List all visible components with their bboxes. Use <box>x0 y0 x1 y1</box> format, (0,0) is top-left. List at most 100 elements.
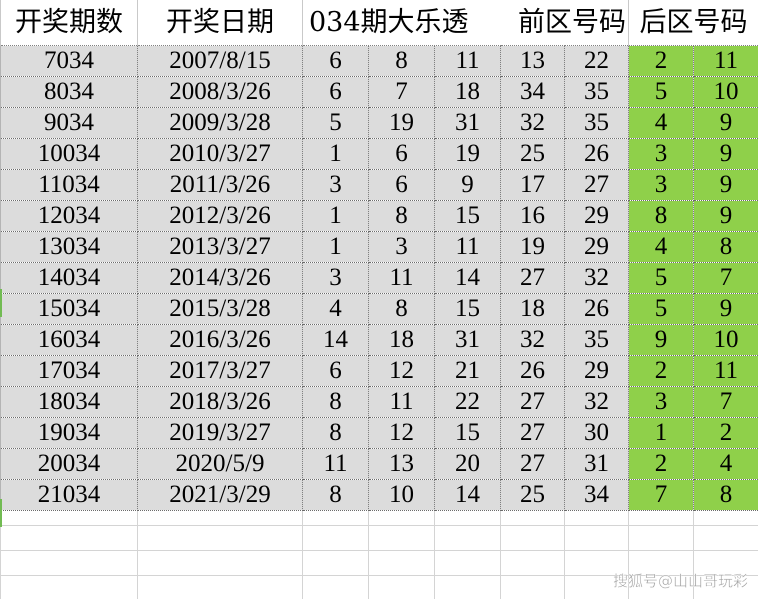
cell-back-number: 9 <box>628 324 695 356</box>
cell-front-number: 20 <box>434 448 502 480</box>
table-row: 19034 2019/3/27 8 12 15 27 30 1 2 <box>0 417 758 449</box>
cell-front-number: 14 <box>434 479 502 511</box>
cell-front-number: 31 <box>434 324 502 356</box>
cell-front-number: 8 <box>302 417 369 449</box>
table-row: 18034 2018/3/26 8 11 22 27 32 3 7 <box>0 386 758 418</box>
cell-front-number: 6 <box>368 169 435 201</box>
watermark-text: 搜狐号@山山哥玩彩 <box>612 572 748 590</box>
cell-front-number: 14 <box>434 262 502 294</box>
cell-back-number: 3 <box>628 169 695 201</box>
cell-period: 7034 <box>0 45 138 77</box>
header-period: 开奖期数 <box>0 0 138 46</box>
cell-front-number: 22 <box>434 386 502 418</box>
cell-front-number: 34 <box>500 76 566 108</box>
cell-date: 2010/3/27 <box>137 138 303 170</box>
cell-front-number: 9 <box>434 169 502 201</box>
cell-front-number: 26 <box>564 138 630 170</box>
cell-back-number: 4 <box>628 231 695 263</box>
cell-front-number: 18 <box>500 293 566 325</box>
table-row: 15034 2015/3/28 4 8 15 18 26 5 9 <box>0 293 758 325</box>
cell-front-number: 8 <box>368 200 435 232</box>
cell-front-number: 3 <box>302 169 369 201</box>
cell-back-number: 9 <box>693 107 758 139</box>
cell-front-number: 11 <box>368 386 435 418</box>
cell-front-number: 6 <box>302 355 369 387</box>
table-row: 7034 2007/8/15 6 8 11 13 22 2 11 <box>0 45 758 77</box>
cell-front-number: 12 <box>368 355 435 387</box>
cell-front-number: 27 <box>500 386 566 418</box>
cell-period: 20034 <box>0 448 138 480</box>
cell-front-number: 27 <box>564 169 630 201</box>
cell-front-number: 8 <box>368 45 435 77</box>
header-lotto-title: 034期大乐透 <box>302 0 501 46</box>
cell-front-number: 35 <box>564 76 630 108</box>
cell-period: 17034 <box>0 355 138 387</box>
cell-period: 12034 <box>0 200 138 232</box>
cell-front-number: 29 <box>564 355 630 387</box>
cell-date: 2007/8/15 <box>137 45 303 77</box>
table-row: 16034 2016/3/26 14 18 31 32 35 9 10 <box>0 324 758 356</box>
cell-front-number: 8 <box>368 293 435 325</box>
header-front-zone: 前区号码 <box>500 0 630 46</box>
cell-front-number: 11 <box>434 45 502 77</box>
cell-front-number: 1 <box>302 200 369 232</box>
cell-period: 10034 <box>0 138 138 170</box>
cell-date: 2008/3/26 <box>137 76 303 108</box>
cell-front-number: 1 <box>302 138 369 170</box>
cell-front-number: 8 <box>302 479 369 511</box>
cell-front-number: 29 <box>564 200 630 232</box>
table-row: 21034 2021/3/29 8 10 14 25 34 7 8 <box>0 479 758 511</box>
cell-front-number: 21 <box>434 355 502 387</box>
cell-front-number: 14 <box>302 324 369 356</box>
cell-period: 8034 <box>0 76 138 108</box>
cell-date: 2018/3/26 <box>137 386 303 418</box>
table-row: 13034 2013/3/27 1 3 11 19 29 4 8 <box>0 231 758 263</box>
cell-front-number: 25 <box>500 479 566 511</box>
cell-back-number: 4 <box>628 107 695 139</box>
cell-front-number: 12 <box>368 417 435 449</box>
cell-front-number: 1 <box>302 231 369 263</box>
cell-back-number: 11 <box>693 355 758 387</box>
cell-date: 2009/3/28 <box>137 107 303 139</box>
cell-front-number: 11 <box>434 231 502 263</box>
cell-front-number: 16 <box>500 200 566 232</box>
cell-back-number: 5 <box>628 293 695 325</box>
cell-date: 2017/3/27 <box>137 355 303 387</box>
cell-back-number: 11 <box>693 45 758 77</box>
table-row: 14034 2014/3/26 3 11 14 27 32 5 7 <box>0 262 758 294</box>
cell-date: 2021/3/29 <box>137 479 303 511</box>
cell-back-number: 10 <box>693 76 758 108</box>
cell-period: 18034 <box>0 386 138 418</box>
table-row: 9034 2009/3/28 5 19 31 32 35 4 9 <box>0 107 758 139</box>
table-body: 7034 2007/8/15 6 8 11 13 22 2 11 8034 2008/3/26 6 7 1… <box>0 45 758 511</box>
row-selection-tick <box>0 499 2 527</box>
cell-period: 15034 <box>0 293 138 325</box>
cell-front-number: 29 <box>564 231 630 263</box>
cell-front-number: 19 <box>434 138 502 170</box>
cell-front-number: 11 <box>368 262 435 294</box>
cell-front-number: 25 <box>500 138 566 170</box>
cell-back-number: 9 <box>693 293 758 325</box>
cell-period: 14034 <box>0 262 138 294</box>
cell-front-number: 26 <box>500 355 566 387</box>
cell-front-number: 3 <box>368 231 435 263</box>
cell-front-number: 10 <box>368 479 435 511</box>
table-row: 8034 2008/3/26 6 7 18 34 35 5 10 <box>0 76 758 108</box>
cell-back-number: 8 <box>693 479 758 511</box>
cell-back-number: 4 <box>693 448 758 480</box>
cell-front-number: 11 <box>302 448 369 480</box>
cell-front-number: 19 <box>500 231 566 263</box>
cell-front-number: 26 <box>564 293 630 325</box>
cell-back-number: 2 <box>628 355 695 387</box>
cell-back-number: 10 <box>693 324 758 356</box>
cell-front-number: 35 <box>564 324 630 356</box>
cell-front-number: 19 <box>368 107 435 139</box>
cell-front-number: 18 <box>434 76 502 108</box>
cell-front-number: 27 <box>500 262 566 294</box>
cell-front-number: 31 <box>564 448 630 480</box>
cell-back-number: 5 <box>628 262 695 294</box>
cell-date: 2012/3/26 <box>137 200 303 232</box>
cell-back-number: 9 <box>693 200 758 232</box>
cell-front-number: 34 <box>564 479 630 511</box>
